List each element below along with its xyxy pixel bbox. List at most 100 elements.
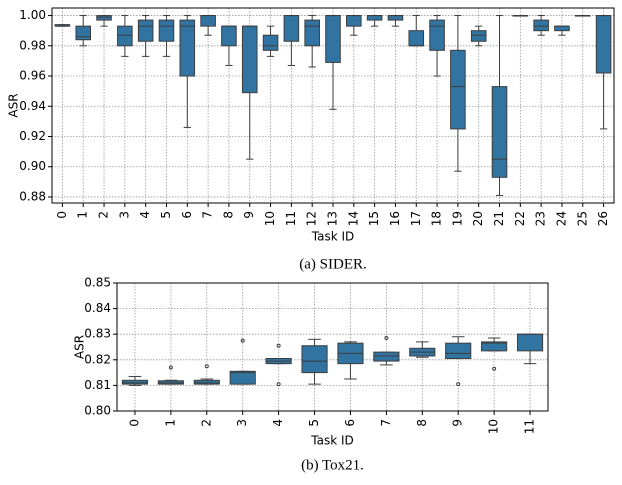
plot-frame	[116, 282, 549, 412]
plot-frame	[51, 7, 615, 204]
box	[117, 25, 133, 47]
x-tick-label: 2	[97, 211, 111, 219]
y-tick-label: 0.92	[19, 129, 46, 143]
box	[429, 19, 445, 51]
caption: (a) SIDER.	[299, 256, 367, 272]
x-tick-label: 16	[388, 211, 402, 226]
box	[516, 333, 544, 352]
x-axis-label: Task ID	[311, 230, 355, 244]
x-tick-label: 19	[450, 211, 464, 226]
box	[193, 379, 220, 385]
x-tick-label: 6	[343, 419, 357, 427]
box	[283, 15, 300, 42]
box	[408, 30, 425, 47]
outlier	[240, 338, 245, 343]
box	[121, 379, 149, 385]
box	[241, 25, 258, 94]
y-tick-label: 0.80	[84, 404, 111, 418]
box	[366, 15, 383, 21]
y-tick-label: 0.83	[84, 327, 111, 341]
x-tick-label: 14	[346, 211, 360, 226]
x-tick-label: 9	[451, 419, 465, 427]
y-tick-label: 0.84	[84, 301, 111, 315]
x-tick-label: 17	[409, 211, 423, 226]
y-tick-label: 0.88	[19, 189, 46, 203]
x-tick-label: 7	[379, 419, 393, 427]
box	[470, 30, 487, 42]
x-tick-label: 1	[76, 211, 90, 219]
y-tick-label: 0.85	[84, 276, 111, 290]
x-tick-label: 26	[596, 211, 610, 226]
y-axis-label: ASR	[7, 93, 21, 117]
x-tick-label: 10	[487, 419, 501, 434]
x-tick-label: 4	[271, 419, 285, 427]
x-tick-label: 5	[307, 419, 321, 427]
box	[595, 15, 612, 74]
x-tick-label: 23	[534, 211, 548, 226]
box	[262, 34, 279, 51]
box	[554, 25, 570, 32]
y-tick-label: 0.98	[19, 38, 46, 52]
box	[346, 15, 362, 27]
x-tick-label: 13	[326, 211, 340, 226]
y-tick-label: 0.81	[84, 378, 111, 392]
outlier	[168, 365, 173, 370]
box	[387, 15, 404, 21]
box	[325, 15, 341, 63]
y-tick-label: 0.96	[19, 69, 46, 83]
x-tick-label: 21	[492, 211, 506, 226]
box	[200, 15, 216, 27]
x-tick-label: 25	[575, 211, 589, 226]
outlier	[276, 343, 281, 348]
y-tick-label: 0.90	[19, 159, 46, 173]
box	[301, 345, 328, 374]
x-tick-label: 2	[199, 419, 213, 427]
x-tick-label: 11	[284, 211, 298, 226]
x-tick-label: 1	[163, 419, 177, 427]
x-tick-label: 22	[513, 211, 527, 226]
x-tick-label: 9	[242, 211, 256, 219]
x-tick-label: 5	[159, 211, 173, 219]
x-tick-label: 0	[127, 419, 141, 427]
y-tick-label: 0.82	[84, 352, 111, 366]
box	[179, 19, 196, 77]
box	[373, 351, 400, 362]
box	[137, 19, 154, 42]
x-tick-label: 15	[367, 211, 381, 226]
x-tick-label: 10	[263, 211, 277, 226]
x-tick-label: 3	[117, 211, 131, 219]
box	[304, 19, 320, 47]
x-tick-label: 20	[471, 211, 485, 226]
box	[75, 25, 92, 41]
box	[96, 15, 112, 21]
x-axis-label: Task ID	[310, 434, 354, 448]
outlier	[384, 336, 389, 341]
box	[450, 49, 466, 130]
x-tick-label: 6	[180, 211, 194, 219]
x-tick-label: 4	[138, 211, 152, 219]
x-tick-label: 12	[305, 211, 319, 226]
y-tick-label: 1.00	[19, 8, 46, 22]
box	[491, 86, 508, 178]
box	[158, 19, 175, 42]
x-tick-label: 24	[554, 211, 568, 226]
outlier	[204, 364, 209, 369]
y-axis-label: ASR	[73, 335, 87, 359]
y-tick-label: 0.94	[19, 99, 46, 113]
outlier	[456, 382, 461, 387]
box	[533, 19, 549, 32]
box	[221, 25, 237, 47]
outlier	[492, 366, 497, 371]
box	[445, 342, 472, 360]
box	[229, 370, 256, 385]
caption: (b) Tox21.	[301, 457, 364, 473]
box	[481, 341, 508, 352]
x-tick-label: 11	[523, 419, 537, 434]
x-tick-label: 7	[201, 211, 215, 219]
outlier	[276, 382, 281, 387]
x-tick-label: 3	[235, 419, 249, 427]
x-tick-label: 8	[221, 211, 235, 219]
x-tick-label: 8	[415, 419, 429, 427]
x-tick-label: 18	[430, 211, 444, 226]
